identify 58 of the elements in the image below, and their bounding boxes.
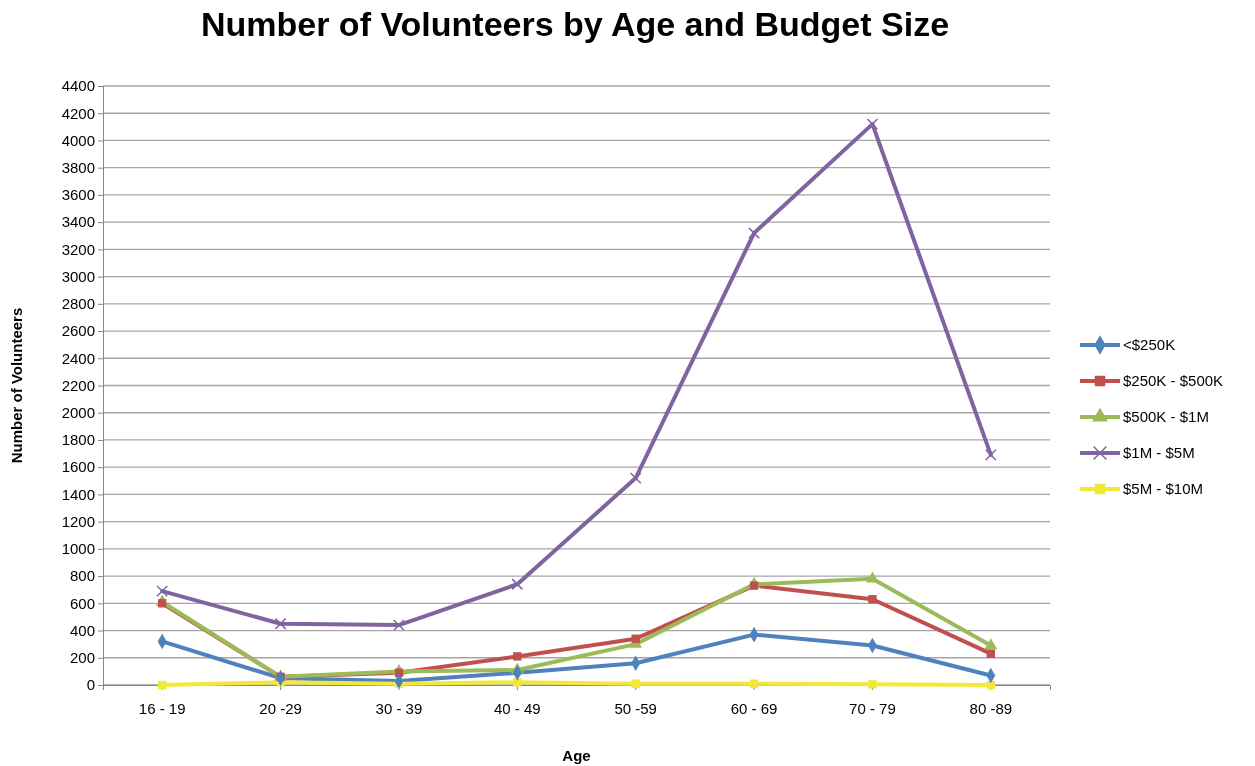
legend-label: <$250K [1123, 336, 1176, 353]
x-tick-label: 30 - 39 [375, 700, 423, 717]
y-tick-label: 600 [69, 594, 95, 612]
y-tick-label: 3800 [61, 158, 95, 176]
chart-title: Number of Volunteers by Age and Budget Size [200, 5, 950, 43]
legend-label: $250K - $500K [1123, 372, 1224, 389]
y-tick-label: 2800 [61, 295, 95, 313]
y-tick-label: 2600 [61, 322, 95, 340]
point [868, 680, 877, 689]
point [511, 578, 524, 591]
y-tick-label: 0 [86, 676, 95, 694]
x-axis-title: Age [562, 747, 591, 764]
point [984, 449, 997, 461]
y-tick-label: 400 [69, 621, 95, 639]
point [631, 679, 640, 688]
legend-label: $500K - $1M [1123, 408, 1209, 425]
legend-label: $1M - $5M [1123, 444, 1195, 461]
point [986, 649, 995, 658]
y-tick-label: 4400 [61, 77, 95, 95]
y-tick-label: 2200 [61, 376, 95, 394]
y-tick-label: 4000 [61, 131, 95, 149]
y-tick-label: 1800 [61, 431, 95, 449]
y-tick-label: 1000 [61, 540, 95, 558]
y-axis-title: Number of Volunteers [8, 307, 25, 464]
y-tick-label: 200 [69, 649, 95, 667]
legend-label: $5M - $10M [1123, 480, 1204, 497]
x-tick-label: 40 - 49 [493, 700, 541, 717]
x-tick-label: 80 -89 [969, 700, 1013, 717]
x-tick-label: 20 -29 [259, 700, 302, 717]
x-tick-label: 16 - 19 [138, 700, 186, 717]
point [866, 118, 879, 130]
y-tick-label: 3400 [61, 213, 95, 231]
y-tick-label: 1200 [61, 512, 95, 530]
point [749, 679, 759, 688]
point [156, 585, 169, 597]
y-tick-label: 4200 [61, 104, 95, 122]
point [158, 599, 167, 608]
point [629, 472, 642, 484]
y-tick-label: 3600 [61, 186, 95, 204]
x-tick-label: 70 - 79 [849, 700, 896, 717]
y-tick-label: 1400 [61, 485, 95, 503]
point [631, 634, 640, 643]
x-tick-label: 50 -59 [614, 700, 657, 717]
y-tick-label: 3000 [61, 267, 95, 285]
point [513, 652, 522, 661]
x-tick-label: 60 - 69 [730, 700, 778, 717]
y-tick-label: 800 [69, 567, 95, 585]
y-tick-label: 2000 [61, 404, 95, 422]
point [158, 680, 167, 690]
point [749, 581, 759, 590]
point [274, 617, 287, 630]
point [984, 638, 998, 650]
point [748, 227, 760, 239]
y-tick-label: 2400 [61, 349, 95, 367]
point [868, 595, 877, 604]
y-tick-label: 3200 [61, 240, 95, 258]
y-tick-label: 1600 [61, 458, 95, 476]
point [393, 619, 405, 631]
